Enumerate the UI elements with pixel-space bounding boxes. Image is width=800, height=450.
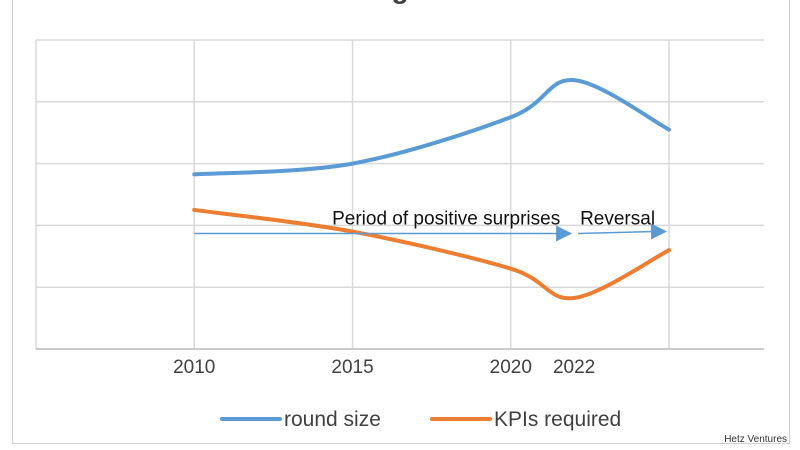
series-line-kpis-required [192,207,672,301]
x-tick-label: 2015 [331,357,373,378]
annotation-label: Reversal [580,209,655,230]
gridlines [35,39,764,350]
x-tick-label: 2010 [173,357,215,378]
x-axis-ticks: 2010 2015 2020 2022 [173,357,595,378]
annotation-arrowhead [651,223,668,240]
annotation-arrowhead [556,225,573,242]
x-tick-label: 2020 [490,357,532,378]
series-line-round-size [192,78,672,177]
annotations: Period of positive surprises Reversal [194,209,668,242]
chart-title: g [391,0,408,4]
watermark-text: Hetz Ventures [724,434,787,445]
annotation-label: Period of positive surprises [332,209,560,230]
x-tick-label: 2022 [553,357,595,378]
annotation-arrow-line [578,230,654,235]
legend-label: round size [284,408,381,431]
chart-frame [12,0,790,444]
series-lines [192,78,672,301]
legend-label: KPIs required [494,408,621,431]
legend: round size KPIs required [220,408,621,431]
